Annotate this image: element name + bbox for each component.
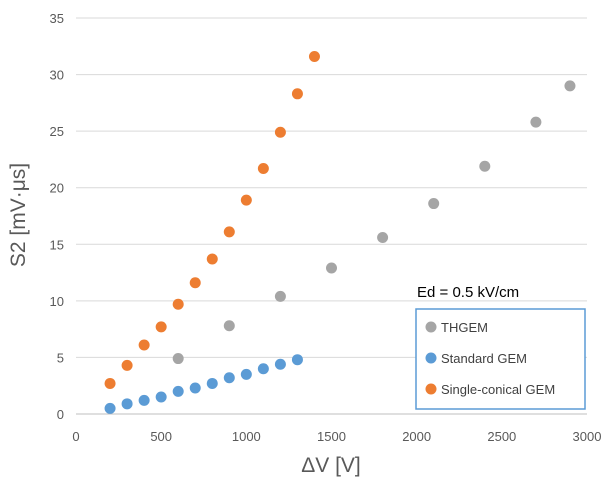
legend-label-standard-gem: Standard GEM: [441, 351, 527, 366]
point-single-conical-gem: [189, 277, 201, 289]
legend: THGEM Standard GEM Single-conical GEM: [415, 308, 586, 410]
point-thgem: [530, 116, 542, 128]
point-standard-gem: [138, 394, 150, 406]
point-thgem: [274, 290, 286, 302]
point-thgem: [223, 320, 235, 332]
point-standard-gem: [206, 377, 218, 389]
point-single-conical-gem: [138, 339, 150, 351]
point-thgem: [377, 231, 389, 243]
point-single-conical-gem: [206, 253, 218, 265]
point-standard-gem: [104, 402, 116, 414]
legend-label-single-conical-gem: Single-conical GEM: [441, 382, 555, 397]
point-standard-gem: [257, 363, 269, 375]
point-standard-gem: [223, 372, 235, 384]
x-tick-label: 1000: [232, 429, 261, 444]
y-tick-label: 0: [57, 407, 64, 422]
legend-box: [415, 308, 586, 410]
point-thgem: [564, 80, 576, 92]
x-tick-label: 3000: [573, 429, 602, 444]
point-thgem: [479, 160, 491, 172]
point-single-conical-gem: [155, 321, 167, 333]
point-single-conical-gem: [172, 298, 184, 310]
point-single-conical-gem: [223, 226, 235, 238]
point-thgem: [326, 262, 337, 274]
y-tick-label: 20: [50, 181, 64, 196]
y-tick-label: 30: [50, 68, 64, 83]
point-standard-gem: [172, 385, 184, 397]
x-tick-label: 0: [72, 429, 79, 444]
x-tick-label: 500: [150, 429, 172, 444]
y-tick-label: 5: [57, 350, 64, 365]
y-tick-label: 35: [50, 11, 64, 26]
point-single-conical-gem: [104, 377, 116, 389]
point-single-conical-gem: [308, 50, 320, 62]
point-standard-gem: [291, 354, 303, 366]
point-single-conical-gem: [257, 162, 269, 174]
point-standard-gem: [240, 368, 252, 380]
annotation-ed: Ed = 0.5 kV/cm: [417, 284, 519, 301]
point-single-conical-gem: [291, 88, 303, 100]
x-tick-labels: 0 500 1000 1500 2000 2500 3000: [72, 429, 601, 444]
point-standard-gem: [155, 391, 167, 403]
y-tick-label: 15: [50, 237, 64, 252]
legend-label-thgem: THGEM: [441, 320, 488, 335]
y-tick-label: 25: [50, 124, 64, 139]
y-tick-labels: 0 5 10 15 20 25 30 35: [50, 11, 64, 422]
x-tick-label: 2500: [487, 429, 516, 444]
point-single-conical-gem: [240, 194, 252, 206]
y-axis-title: S2 [mV·μs]: [7, 163, 30, 267]
point-single-conical-gem: [121, 359, 133, 371]
legend-marker-standard-gem: [425, 352, 437, 364]
legend-marker-thgem: [425, 321, 437, 333]
point-single-conical-gem: [274, 126, 286, 138]
point-standard-gem: [189, 382, 201, 394]
point-thgem: [428, 198, 440, 210]
data-points: [104, 50, 576, 414]
point-standard-gem: [121, 398, 133, 410]
point-standard-gem: [274, 358, 286, 370]
y-tick-label: 10: [50, 294, 64, 309]
x-tick-label: 2000: [402, 429, 431, 444]
point-thgem: [172, 353, 184, 365]
x-axis-title: ΔV [V]: [301, 454, 361, 477]
legend-marker-single-conical-gem: [425, 383, 437, 395]
x-tick-label: 1500: [317, 429, 346, 444]
gridlines: [76, 17, 587, 415]
